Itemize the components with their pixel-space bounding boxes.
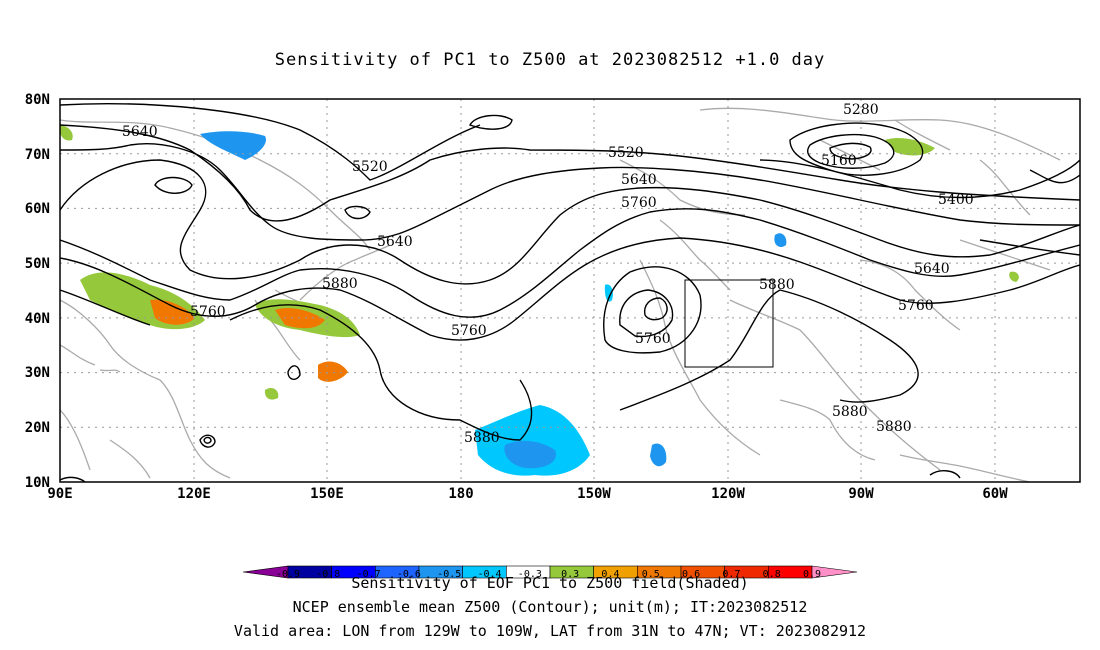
contour-label: 5880 xyxy=(464,430,500,446)
colorbar-tick-label: 0.6 xyxy=(682,569,700,580)
contour-label: 5760 xyxy=(451,323,487,339)
lat-tick-label: 10N xyxy=(25,475,50,491)
contour-label: 5640 xyxy=(621,172,657,188)
lat-tick-label: 50N xyxy=(25,256,50,272)
map-title: Sensitivity of PC1 to Z500 at 2023082512… xyxy=(274,50,826,70)
lon-tick-label: 120E xyxy=(177,486,211,502)
lon-tick-label: 90W xyxy=(848,486,874,502)
plot-frame xyxy=(59,98,1081,483)
colorbar-tick-label: -0.6 xyxy=(397,569,421,580)
contour-label: 5880 xyxy=(876,419,912,435)
contour-label: 5880 xyxy=(832,404,868,420)
lon-tick-label: 60W xyxy=(982,486,1008,502)
contour-label: 5880 xyxy=(322,276,358,292)
coastlines xyxy=(60,107,1061,482)
contour-label: 5760 xyxy=(635,331,671,347)
grid xyxy=(60,99,1080,482)
contour-label-layer: 5640 5520 5640 5880 5760 5760 5520 5640 … xyxy=(122,102,974,446)
colorbar-tick-label: 0.3 xyxy=(561,569,579,580)
contour-label: 5760 xyxy=(621,195,657,211)
lon-tick-label: 90E xyxy=(47,486,72,502)
lon-tick-label: 150W xyxy=(577,486,611,502)
lat-tick-label: 30N xyxy=(25,365,50,381)
contour-label: 5520 xyxy=(352,159,388,175)
contour-label: 5640 xyxy=(377,234,413,250)
contour-label: 5760 xyxy=(190,304,226,320)
colorbar-tick-label: 0.9 xyxy=(803,569,821,580)
footer-valid-area-caption: Valid area: LON from 129W to 109W, LAT f… xyxy=(233,622,867,640)
contour-label: 5520 xyxy=(608,145,644,161)
lat-tick-label: 70N xyxy=(25,147,50,163)
colorbar: -0.9 -0.8 -0.7 -0.6 -0.5 -0.4 -0.3 0.3 0.4 0.5 0.6… xyxy=(242,565,858,580)
lat-tick-label: 60N xyxy=(25,201,50,217)
contour-label: 5760 xyxy=(898,298,934,314)
valid-area-box xyxy=(684,279,774,368)
contour-label: 5880 xyxy=(759,277,795,293)
colorbar-tick-label: 0.8 xyxy=(763,569,781,580)
colorbar-tick-label: -0.4 xyxy=(477,569,501,580)
z500-contours xyxy=(60,103,1080,482)
colorbar-tick-label: 0.5 xyxy=(642,569,660,580)
lon-tick-label: 120W xyxy=(711,486,745,502)
contour-label: 5640 xyxy=(914,261,950,277)
contour-label: 5400 xyxy=(938,192,974,208)
lat-tick-label: 40N xyxy=(25,311,50,327)
colorbar-tick-label: 0.7 xyxy=(722,569,740,580)
lon-tick-label: 180 xyxy=(448,486,473,502)
lon-axis: 90E 120E 150E 180 150W 120W 90W 60W xyxy=(47,486,1008,502)
colorbar-tick-label: 0.4 xyxy=(601,569,619,580)
colorbar-tick-label: -0.5 xyxy=(437,569,461,580)
shaded-sensitivity xyxy=(60,125,1019,476)
colorbar-tick-label: -0.8 xyxy=(316,569,340,580)
footer-contour-caption: NCEP ensemble mean Z500 (Contour); unit(… xyxy=(292,598,808,616)
contour-label: 5160 xyxy=(821,153,857,169)
colorbar-tick-label: -0.7 xyxy=(357,569,381,580)
lat-axis: 80N 70N 60N 50N 40N 30N 20N 10N xyxy=(25,92,50,491)
lat-tick-label: 80N xyxy=(25,92,50,108)
colorbar-swatch xyxy=(811,565,858,579)
lat-tick-label: 20N xyxy=(25,420,50,436)
footer-shading-caption: Sensitivity of EOF PC1 to Z500 field(Sha… xyxy=(351,574,749,592)
contour-label: 5280 xyxy=(843,102,879,118)
contour-label: 5640 xyxy=(122,124,158,140)
colorbar-tick-label: -0.9 xyxy=(276,569,300,580)
colorbar-tick-label: -0.3 xyxy=(518,569,542,580)
lon-tick-label: 150E xyxy=(310,486,344,502)
